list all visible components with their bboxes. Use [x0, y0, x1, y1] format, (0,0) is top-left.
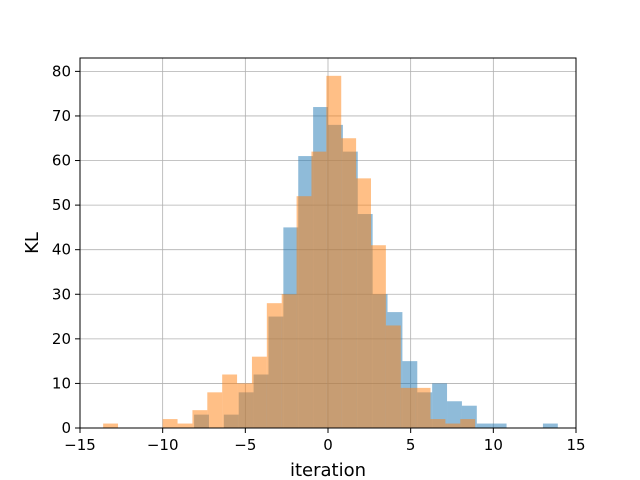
x-tick-label: 5 — [406, 436, 416, 454]
histogram-bar-series-1 — [476, 423, 492, 428]
histogram-bar-series-2 — [207, 392, 223, 428]
histogram-bar-series-1 — [447, 401, 462, 428]
histogram-bar-series-2 — [326, 75, 342, 428]
x-tick-label: 0 — [323, 436, 333, 454]
histogram-bar-series-2 — [400, 387, 416, 428]
histogram-bar-series-1 — [432, 383, 448, 428]
histogram-bar-series-1 — [542, 423, 558, 428]
y-tick-label: 80 — [52, 62, 71, 80]
y-tick-label: 0 — [61, 419, 71, 437]
histogram-bar-series-2 — [430, 419, 446, 428]
histogram-bar-series-2 — [341, 138, 357, 428]
histogram-bar-series-2 — [296, 196, 312, 428]
histogram-bar-series-2 — [192, 410, 208, 428]
y-tick-label: 60 — [52, 152, 71, 170]
y-tick-label: 70 — [52, 107, 71, 125]
y-tick-label: 10 — [52, 374, 71, 392]
histogram-bar-series-2 — [281, 294, 297, 428]
y-tick-label: 20 — [52, 330, 71, 348]
histogram-bar-series-1 — [491, 423, 507, 428]
histogram-bar-series-2 — [103, 423, 119, 428]
histogram-bar-series-2 — [251, 356, 267, 428]
axis-ticks: −15 −10 −5 0 5 10 15 0 10 20 30 40 50 60 70 80 — [52, 62, 586, 454]
histogram-bar-series-2 — [237, 383, 252, 428]
x-tick-label: −5 — [234, 436, 256, 454]
histogram-bar-series-2 — [370, 245, 386, 428]
histogram-bar-series-2 — [311, 151, 327, 429]
histogram-bar-series-2 — [415, 387, 431, 428]
histogram-bars — [103, 75, 558, 429]
histogram-bar-series-2 — [445, 423, 461, 428]
x-tick-label: −10 — [147, 436, 179, 454]
y-tick-label: 50 — [52, 196, 71, 214]
histogram-bar-series-2 — [356, 178, 371, 428]
x-tick-label: 10 — [484, 436, 503, 454]
y-tick-label: 40 — [52, 241, 71, 259]
histogram-bar-series-2 — [266, 303, 282, 428]
histogram-bar-series-2 — [385, 325, 401, 428]
y-axis-label: KL — [22, 232, 43, 254]
histogram-bar-series-2 — [460, 419, 476, 428]
y-tick-label: 30 — [52, 285, 71, 303]
histogram-bar-series-2 — [177, 423, 193, 428]
x-tick-label: −15 — [64, 436, 96, 454]
x-axis-label: iteration — [290, 460, 366, 480]
x-tick-label: 15 — [566, 436, 585, 454]
histogram-bar-series-2 — [222, 374, 238, 428]
histogram-bar-series-2 — [162, 419, 178, 428]
